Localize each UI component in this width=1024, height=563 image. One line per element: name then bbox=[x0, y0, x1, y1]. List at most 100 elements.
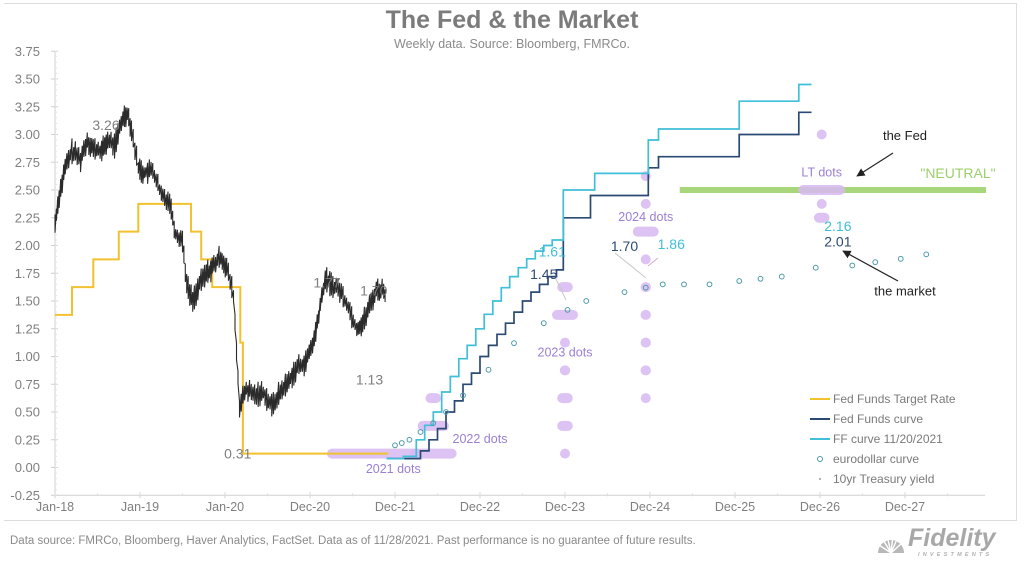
callout-label: the market bbox=[874, 283, 936, 298]
legend-line-icon bbox=[810, 398, 830, 400]
legend-label: Fed Funds Target Rate bbox=[833, 392, 956, 406]
value-label: 1.70 bbox=[360, 282, 387, 298]
series-fed-funds-target-rate bbox=[55, 202, 389, 455]
x-tick-label: Jan-18 bbox=[36, 500, 74, 514]
eurodollar-point bbox=[417, 429, 424, 435]
y-tick-label: 0.00 bbox=[15, 460, 40, 475]
fidelity-logo: Fidelity INVESTMENTS bbox=[872, 524, 1022, 560]
eurodollar-point bbox=[460, 392, 466, 399]
fed-dot-cluster bbox=[640, 393, 651, 404]
chart-subtitle: Weekly data. Source: Bloomberg, FMRCo. bbox=[394, 37, 630, 51]
arrow-the-fed-icon bbox=[856, 152, 894, 177]
pointer-line-1-86 bbox=[647, 257, 659, 267]
eurodollar-point bbox=[849, 262, 856, 269]
y-tick-label: 1.50 bbox=[15, 294, 40, 309]
value-label: 1.86 bbox=[658, 236, 685, 252]
value-label: 1.77 bbox=[313, 275, 340, 291]
fed-dot-cluster bbox=[425, 393, 442, 404]
eurodollar-point bbox=[706, 281, 713, 288]
fed-dot-cluster bbox=[640, 337, 651, 348]
legend-item: eurodollar curve bbox=[810, 449, 956, 469]
fed-dot-cluster bbox=[640, 309, 651, 320]
x-tick-label: Dec-21 bbox=[375, 500, 415, 514]
legend-label: eurodollar curve bbox=[833, 452, 920, 466]
y-tick-label: 0.75 bbox=[15, 377, 40, 392]
series-fed-funds-curve bbox=[386, 111, 812, 460]
y-tick-label: 1.00 bbox=[15, 349, 40, 364]
y-tick-label: 2.50 bbox=[15, 183, 40, 198]
fed-dot-cluster bbox=[640, 254, 651, 265]
eurodollar-point bbox=[757, 275, 764, 282]
legend-item: Fed Funds Target Rate bbox=[810, 389, 956, 409]
y-tick-label: 2.75 bbox=[15, 155, 40, 170]
fed-dot-cluster bbox=[559, 365, 571, 376]
eurodollar-point bbox=[485, 366, 492, 373]
dots-label: 2024 dots bbox=[618, 210, 673, 224]
y-tick-label: 1.75 bbox=[15, 266, 40, 281]
dots-label: 2022 dots bbox=[453, 432, 508, 446]
fed-dot-cluster bbox=[640, 198, 651, 209]
x-tick-label: Dec-27 bbox=[885, 500, 925, 514]
series-10yr-treasury-yield bbox=[54, 105, 386, 418]
eurodollar-point bbox=[659, 281, 666, 288]
eurodollar-point bbox=[621, 289, 628, 296]
arrow-the-market-icon bbox=[842, 250, 899, 282]
legend: Fed Funds Target Rate Fed Funds curve FF c… bbox=[810, 389, 956, 489]
eurodollar-point bbox=[511, 340, 517, 347]
eurodollar-point bbox=[897, 255, 904, 262]
value-label: 1.61 bbox=[539, 244, 566, 260]
x-tick-label: Dec-26 bbox=[800, 500, 840, 514]
legend-label: 10yr Treasury yield bbox=[833, 472, 935, 486]
dots-label: LT dots bbox=[801, 166, 842, 180]
x-tick-label: Dec-22 bbox=[460, 500, 500, 514]
fed-dot-cluster bbox=[816, 198, 827, 209]
eurodollar-point bbox=[406, 436, 413, 443]
eurodollar-point bbox=[392, 442, 398, 449]
legend-item: 10yr Treasury yield bbox=[810, 469, 956, 489]
legend-dot-icon bbox=[810, 478, 830, 480]
pointer-line-1-45 bbox=[554, 276, 567, 301]
eurodollar-point bbox=[430, 420, 437, 427]
fed-dot-cluster bbox=[640, 365, 651, 376]
legend-label: FF curve 11/20/2021 bbox=[833, 432, 943, 446]
eurodollar-point bbox=[564, 306, 571, 313]
series-ff-curve-11-20-2021 bbox=[386, 83, 812, 460]
fed-dot-cluster bbox=[560, 448, 570, 459]
x-tick-label: Jan-20 bbox=[206, 500, 244, 514]
fed-dot-cluster bbox=[552, 309, 578, 320]
eurodollar-point bbox=[642, 284, 649, 291]
eurodollar-point bbox=[812, 264, 819, 271]
value-label: 2.01 bbox=[824, 234, 851, 250]
fed-dot-cluster bbox=[816, 129, 827, 140]
fed-dot-cluster bbox=[640, 282, 651, 293]
chart-frame bbox=[4, 3, 1017, 521]
fed-dot-cluster bbox=[798, 185, 846, 195]
chart-svg: 3.75 3.50 3.25 3.00 2.75 2.50 2.25 2.00 1.75 1.50… bbox=[10, 44, 995, 514]
y-tick-label: -0.25 bbox=[10, 488, 40, 503]
eurodollar-point bbox=[681, 281, 687, 288]
pointer-line-1-70 bbox=[614, 252, 647, 279]
legend-item: FF curve 11/20/2021 bbox=[810, 429, 956, 449]
legend-circle-icon bbox=[810, 456, 830, 462]
legend-item: Fed Funds curve bbox=[810, 409, 956, 429]
footer-disclaimer: Data source: FMRCo, Bloomberg, Haver Ana… bbox=[10, 535, 696, 547]
fidelity-logo-mark-icon bbox=[878, 534, 904, 554]
eurodollar-point bbox=[736, 278, 743, 284]
legend-label: Fed Funds curve bbox=[833, 412, 924, 426]
y-tick-label: 3.25 bbox=[15, 99, 40, 114]
eurodollar-point bbox=[398, 440, 405, 446]
y-tick-label: 1.25 bbox=[15, 321, 40, 336]
dots-label: 2021 dots bbox=[366, 462, 421, 476]
eurodollar-point bbox=[778, 273, 785, 280]
eurodollar-point bbox=[923, 251, 930, 258]
fidelity-logo-text: Fidelity bbox=[908, 524, 996, 552]
chart-title: The Fed & the Market bbox=[385, 6, 639, 34]
fed-dot-cluster bbox=[557, 420, 573, 431]
x-tick-label: Dec-25 bbox=[715, 500, 755, 514]
y-tick-label: 2.00 bbox=[15, 238, 40, 253]
y-tick-label: 3.50 bbox=[15, 72, 40, 87]
value-label: 1.70 bbox=[611, 238, 638, 254]
callout-label: the Fed bbox=[883, 128, 927, 143]
value-label: 0.31 bbox=[224, 446, 251, 462]
x-tick-label: Dec-20 bbox=[290, 500, 330, 514]
